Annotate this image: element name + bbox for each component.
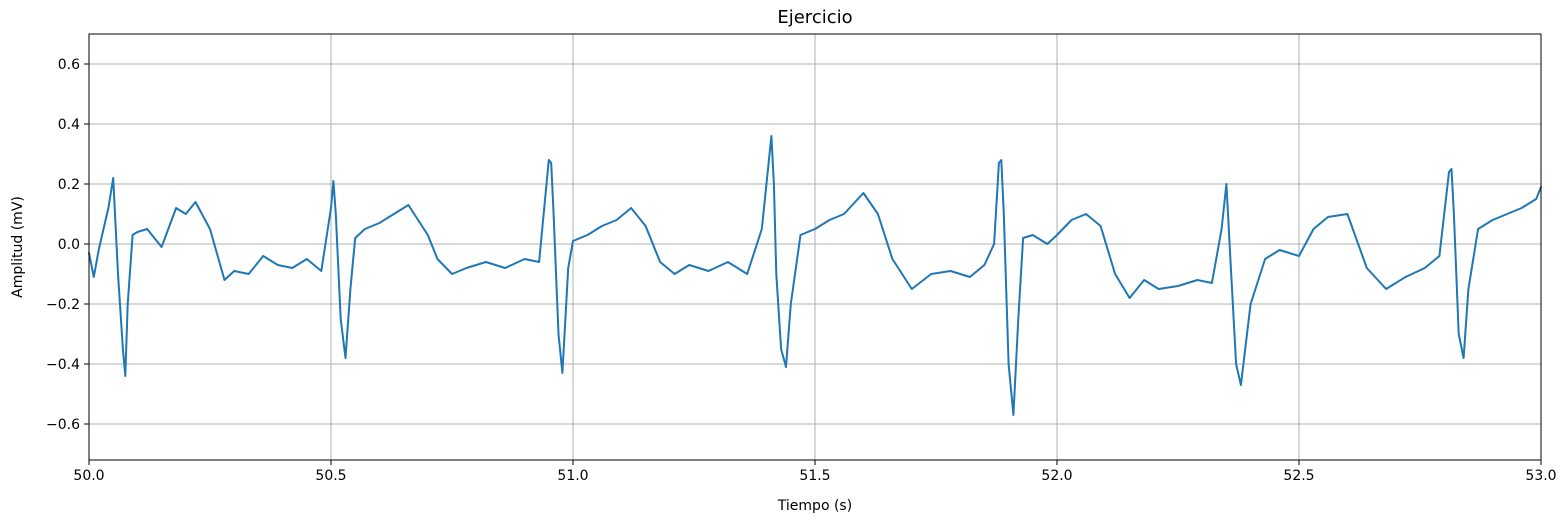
y-axis: −0.6 −0.4 −0.2 0.0 0.2 0.4 0.6 (46, 57, 89, 433)
x-tick-label: 50.0 (73, 468, 104, 484)
x-axis-label: Tiempo (s) (777, 498, 852, 514)
y-tick-label: −0.6 (46, 417, 80, 433)
y-axis-label: Amplitud (mV) (10, 196, 26, 298)
series-line (88, 135, 1542, 416)
y-tick-label: 0.6 (58, 57, 80, 73)
x-tick-label: 52.0 (1041, 468, 1072, 484)
x-axis: 50.0 50.5 51.0 51.5 52.0 52.5 53.0 (73, 460, 1557, 484)
plot-area (88, 135, 1542, 416)
x-tick-label: 50.5 (315, 468, 346, 484)
x-tick-label: 53.0 (1525, 468, 1556, 484)
y-tick-label: −0.4 (46, 357, 80, 373)
y-tick-label: −0.2 (46, 297, 80, 313)
x-tick-label: 51.0 (557, 468, 588, 484)
y-tick-label: 0.4 (58, 117, 80, 133)
x-tick-label: 51.5 (799, 468, 830, 484)
y-tick-label: 0.0 (58, 237, 80, 253)
y-tick-label: 0.2 (58, 177, 80, 193)
chart-title: Ejercicio (777, 7, 852, 28)
grid (88, 34, 1542, 460)
x-tick-label: 52.5 (1283, 468, 1314, 484)
